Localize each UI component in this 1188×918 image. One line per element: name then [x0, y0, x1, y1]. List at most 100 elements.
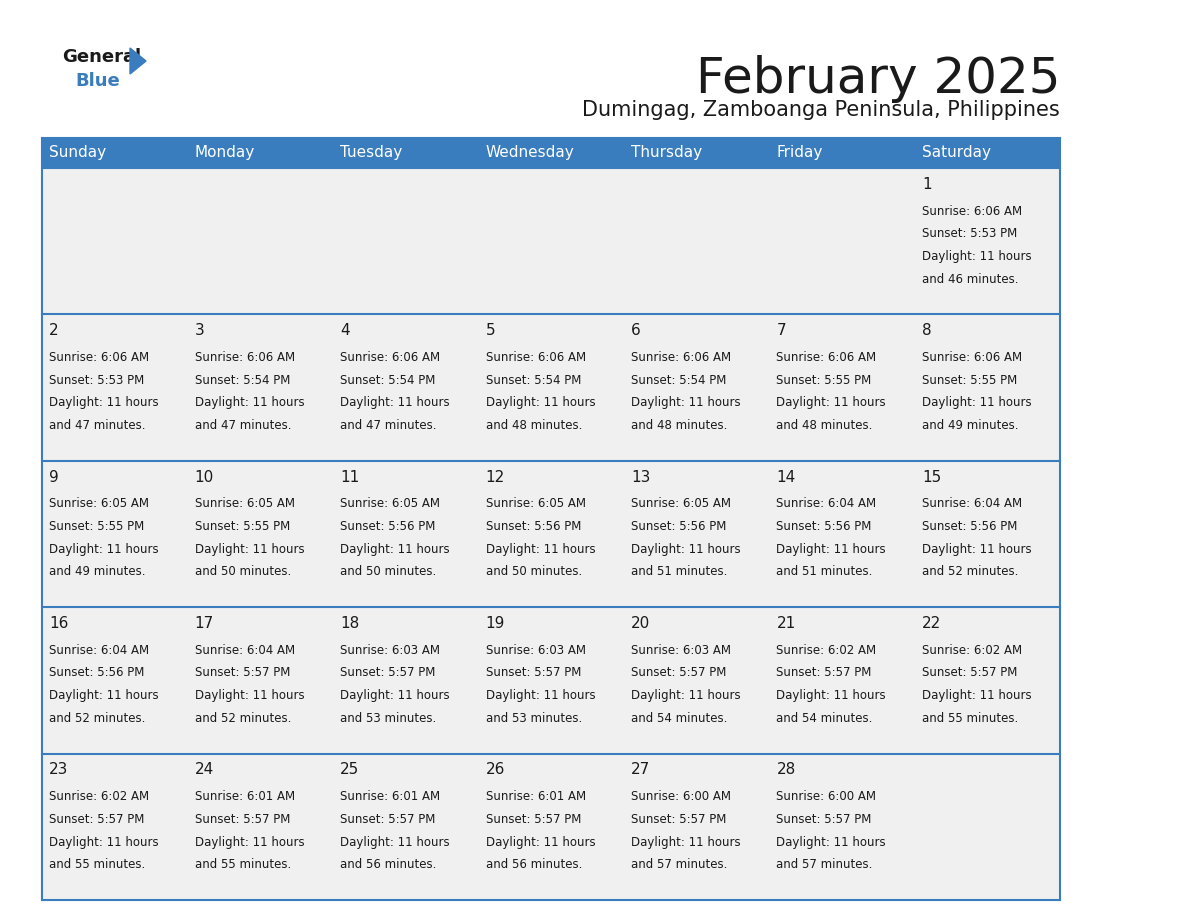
Bar: [42, 607, 188, 754]
Text: Sunset: 5:55 PM: Sunset: 5:55 PM: [195, 521, 290, 533]
Text: Daylight: 11 hours: Daylight: 11 hours: [486, 835, 595, 848]
Text: and 54 minutes.: and 54 minutes.: [631, 711, 727, 725]
Bar: [42, 314, 188, 461]
Text: 6: 6: [631, 323, 640, 338]
Text: and 53 minutes.: and 53 minutes.: [340, 711, 436, 725]
Text: Sunrise: 6:04 AM: Sunrise: 6:04 AM: [49, 644, 150, 656]
Text: Daylight: 11 hours: Daylight: 11 hours: [195, 397, 304, 409]
Text: 23: 23: [49, 762, 69, 778]
Text: Sunrise: 6:06 AM: Sunrise: 6:06 AM: [49, 351, 150, 364]
Bar: [915, 314, 1060, 461]
Bar: [624, 168, 769, 314]
Text: 1: 1: [922, 177, 931, 192]
Text: Sunset: 5:54 PM: Sunset: 5:54 PM: [486, 374, 581, 386]
Text: Daylight: 11 hours: Daylight: 11 hours: [777, 397, 886, 409]
Text: Sunrise: 6:00 AM: Sunrise: 6:00 AM: [777, 790, 877, 803]
Bar: [769, 461, 915, 607]
Bar: [479, 168, 624, 314]
Text: Daylight: 11 hours: Daylight: 11 hours: [922, 689, 1031, 702]
Text: Sunset: 5:56 PM: Sunset: 5:56 PM: [631, 521, 726, 533]
Text: and 47 minutes.: and 47 minutes.: [340, 420, 437, 432]
Text: Sunrise: 6:04 AM: Sunrise: 6:04 AM: [922, 498, 1022, 510]
Text: 10: 10: [195, 470, 214, 485]
Text: Sunrise: 6:03 AM: Sunrise: 6:03 AM: [486, 644, 586, 656]
Text: and 50 minutes.: and 50 minutes.: [340, 565, 436, 578]
Text: 14: 14: [777, 470, 796, 485]
Bar: [479, 138, 624, 168]
Text: Daylight: 11 hours: Daylight: 11 hours: [631, 835, 740, 848]
Bar: [479, 754, 624, 900]
Text: and 54 minutes.: and 54 minutes.: [777, 711, 873, 725]
Text: Daylight: 11 hours: Daylight: 11 hours: [486, 543, 595, 555]
Text: Daylight: 11 hours: Daylight: 11 hours: [49, 543, 159, 555]
Bar: [42, 138, 188, 168]
Text: Sunset: 5:57 PM: Sunset: 5:57 PM: [195, 666, 290, 679]
Text: and 51 minutes.: and 51 minutes.: [777, 565, 873, 578]
Text: and 47 minutes.: and 47 minutes.: [49, 420, 146, 432]
Bar: [769, 168, 915, 314]
Text: Sunset: 5:57 PM: Sunset: 5:57 PM: [631, 666, 726, 679]
Text: 3: 3: [195, 323, 204, 338]
Text: Daylight: 11 hours: Daylight: 11 hours: [49, 835, 159, 848]
Text: 12: 12: [486, 470, 505, 485]
Text: Sunset: 5:55 PM: Sunset: 5:55 PM: [49, 521, 145, 533]
Text: Daylight: 11 hours: Daylight: 11 hours: [49, 397, 159, 409]
Text: Sunrise: 6:06 AM: Sunrise: 6:06 AM: [777, 351, 877, 364]
Bar: [42, 168, 188, 314]
Bar: [188, 461, 333, 607]
Bar: [624, 314, 769, 461]
Text: Sunset: 5:57 PM: Sunset: 5:57 PM: [340, 666, 436, 679]
Text: and 55 minutes.: and 55 minutes.: [49, 858, 145, 871]
Text: Daylight: 11 hours: Daylight: 11 hours: [340, 397, 450, 409]
Text: February 2025: February 2025: [695, 55, 1060, 103]
Text: 9: 9: [49, 470, 59, 485]
Text: Sunset: 5:53 PM: Sunset: 5:53 PM: [922, 228, 1017, 241]
Text: 25: 25: [340, 762, 360, 778]
Text: Saturday: Saturday: [922, 145, 991, 161]
Text: 8: 8: [922, 323, 931, 338]
Text: 21: 21: [777, 616, 796, 631]
Text: 15: 15: [922, 470, 941, 485]
Text: Sunrise: 6:06 AM: Sunrise: 6:06 AM: [922, 205, 1022, 218]
Bar: [915, 607, 1060, 754]
Text: Daylight: 11 hours: Daylight: 11 hours: [777, 835, 886, 848]
Text: Dumingag, Zamboanga Peninsula, Philippines: Dumingag, Zamboanga Peninsula, Philippin…: [582, 100, 1060, 120]
Text: General: General: [62, 48, 141, 66]
Text: and 52 minutes.: and 52 minutes.: [195, 711, 291, 725]
Text: Sunrise: 6:02 AM: Sunrise: 6:02 AM: [777, 644, 877, 656]
Text: Sunset: 5:57 PM: Sunset: 5:57 PM: [631, 813, 726, 826]
Text: Blue: Blue: [75, 72, 120, 90]
Text: 18: 18: [340, 616, 360, 631]
Text: Sunset: 5:57 PM: Sunset: 5:57 PM: [922, 666, 1017, 679]
Text: Sunset: 5:57 PM: Sunset: 5:57 PM: [49, 813, 145, 826]
Text: Daylight: 11 hours: Daylight: 11 hours: [922, 397, 1031, 409]
Bar: [479, 314, 624, 461]
Text: Sunrise: 6:01 AM: Sunrise: 6:01 AM: [340, 790, 441, 803]
Text: Monday: Monday: [195, 145, 255, 161]
Bar: [188, 607, 333, 754]
Bar: [333, 607, 479, 754]
Bar: [479, 461, 624, 607]
Text: Sunset: 5:57 PM: Sunset: 5:57 PM: [486, 666, 581, 679]
Text: 24: 24: [195, 762, 214, 778]
Bar: [624, 607, 769, 754]
Text: Thursday: Thursday: [631, 145, 702, 161]
Text: Daylight: 11 hours: Daylight: 11 hours: [486, 689, 595, 702]
Text: and 55 minutes.: and 55 minutes.: [195, 858, 291, 871]
Text: Tuesday: Tuesday: [340, 145, 403, 161]
Text: and 52 minutes.: and 52 minutes.: [922, 565, 1018, 578]
Text: 16: 16: [49, 616, 69, 631]
Text: Sunrise: 6:01 AM: Sunrise: 6:01 AM: [195, 790, 295, 803]
Text: Sunset: 5:54 PM: Sunset: 5:54 PM: [631, 374, 726, 386]
Text: and 50 minutes.: and 50 minutes.: [486, 565, 582, 578]
Text: and 56 minutes.: and 56 minutes.: [486, 858, 582, 871]
Bar: [624, 754, 769, 900]
Text: Daylight: 11 hours: Daylight: 11 hours: [631, 689, 740, 702]
Text: Sunrise: 6:06 AM: Sunrise: 6:06 AM: [195, 351, 295, 364]
Text: and 48 minutes.: and 48 minutes.: [631, 420, 727, 432]
Text: Daylight: 11 hours: Daylight: 11 hours: [195, 835, 304, 848]
Text: Sunset: 5:54 PM: Sunset: 5:54 PM: [195, 374, 290, 386]
Text: Sunrise: 6:06 AM: Sunrise: 6:06 AM: [922, 351, 1022, 364]
Text: Sunrise: 6:06 AM: Sunrise: 6:06 AM: [631, 351, 731, 364]
Bar: [188, 314, 333, 461]
